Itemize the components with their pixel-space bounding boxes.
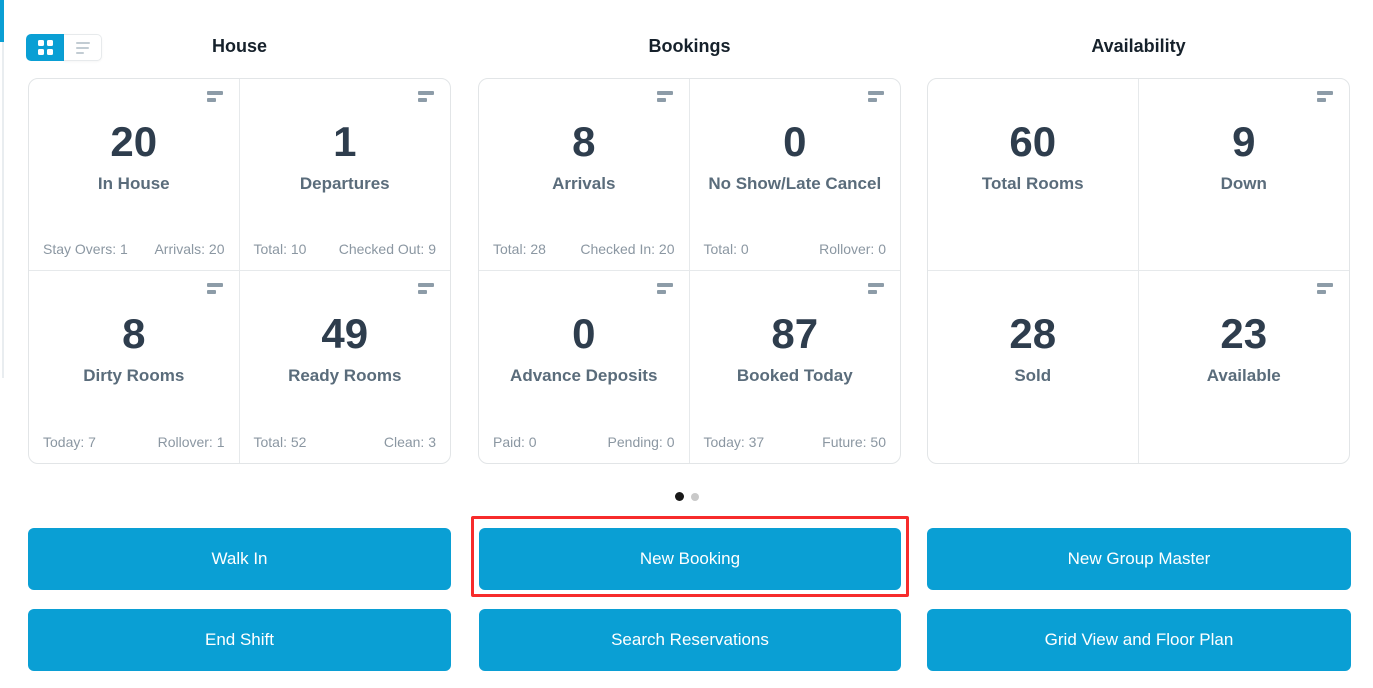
grid-view-floor-plan-button[interactable]: Grid View and Floor Plan — [927, 609, 1351, 671]
stat-right: Clean: 3 — [383, 434, 436, 450]
bars-icon — [868, 283, 884, 294]
stat-right: Checked Out: 9 — [338, 241, 436, 257]
stat-value: 0 — [783, 118, 807, 165]
carousel-pagination — [0, 492, 1373, 501]
bars-icon — [868, 91, 884, 102]
bars-icon — [206, 91, 223, 102]
stat-label: Advance Deposits — [510, 366, 658, 385]
view-toggle — [26, 34, 102, 61]
list-icon — [75, 41, 90, 54]
stat-card-sold[interactable]: 28 Sold — [928, 271, 1139, 463]
stat-value: 0 — [572, 310, 596, 357]
stat-label: In House — [97, 174, 170, 193]
search-reservations-button[interactable]: Search Reservations — [479, 609, 901, 671]
stat-label: Ready Rooms — [288, 366, 402, 385]
stat-value: 9 — [1232, 118, 1256, 165]
stat-value: 23 — [1220, 310, 1268, 357]
section-title-availability: Availability — [1091, 36, 1186, 56]
stat-card-down[interactable]: 9 Down — [1138, 79, 1349, 271]
grid-view-button[interactable] — [26, 34, 64, 61]
stat-label: Available — [1206, 366, 1281, 385]
stat-card-available[interactable]: 23 Available — [1139, 271, 1350, 463]
stat-label: Down — [1220, 174, 1267, 193]
stat-label: Sold — [1014, 366, 1052, 385]
section-title-bookings: Bookings — [648, 36, 731, 56]
bars-icon — [656, 91, 673, 102]
pagination-dot-1[interactable] — [674, 492, 684, 501]
new-booking-button[interactable]: New Booking — [479, 528, 901, 590]
stat-right: Rollover: 0 — [819, 241, 886, 257]
grid-icon — [37, 40, 53, 55]
stat-left: Today: 7 — [43, 434, 96, 450]
stat-left: Total: 28 — [493, 241, 546, 257]
stat-card-no-show-late-cancel[interactable]: 0 No Show/Late Cancel Total: 0 Rollover:… — [689, 79, 900, 271]
stat-right: Rollover: 1 — [157, 434, 225, 450]
stat-label: Total Rooms — [981, 174, 1084, 193]
stat-card-ready-rooms[interactable]: 49 Ready Rooms Total: 52 Clean: 3 — [240, 271, 451, 463]
availability-panel: 60 Total Rooms 9 Down 28 Sold 23 Availab… — [927, 78, 1350, 464]
stat-value: 8 — [122, 310, 146, 357]
bars-icon — [656, 283, 673, 294]
left-accent-bar — [0, 0, 4, 42]
new-group-master-button[interactable]: New Group Master — [927, 528, 1351, 590]
list-view-button[interactable] — [64, 34, 102, 61]
stat-right: Future: 50 — [822, 434, 886, 450]
stat-card-arrivals[interactable]: 8 Arrivals Total: 28 Checked In: 20 — [479, 79, 690, 271]
stat-card-departures[interactable]: 1 Departures Total: 10 Checked Out: 9 — [239, 79, 450, 271]
stat-value: 28 — [1009, 310, 1057, 357]
stat-value: 8 — [572, 118, 596, 165]
stat-label: Booked Today — [736, 366, 853, 385]
bars-icon — [418, 283, 434, 294]
stat-card-in-house[interactable]: 20 In House Stay Overs: 1 Arrivals: 20 — [29, 79, 240, 271]
stat-label: Departures — [299, 174, 390, 193]
bars-icon — [418, 91, 434, 102]
pagination-dot-2[interactable] — [690, 492, 699, 501]
stat-value: 1 — [333, 118, 357, 165]
stat-card-advance-deposits[interactable]: 0 Advance Deposits Paid: 0 Pending: 0 — [479, 271, 690, 463]
stat-value: 49 — [321, 310, 369, 357]
house-panel: 20 In House Stay Overs: 1 Arrivals: 20 1… — [28, 78, 451, 464]
stat-left: Paid: 0 — [493, 434, 537, 450]
left-edge-line — [2, 42, 4, 378]
stat-left: Total: 10 — [253, 241, 307, 257]
stat-right: Pending: 0 — [607, 434, 675, 450]
stat-value: 20 — [110, 118, 158, 165]
stat-left: Total: 52 — [253, 434, 307, 450]
stat-right: Arrivals: 20 — [154, 241, 225, 257]
bars-icon — [206, 283, 223, 294]
stat-card-total-rooms[interactable]: 60 Total Rooms — [928, 79, 1139, 271]
stat-right: Checked In: 20 — [580, 241, 675, 257]
stat-label: Dirty Rooms — [83, 366, 185, 385]
stat-card-dirty-rooms[interactable]: 8 Dirty Rooms Today: 7 Rollover: 1 — [29, 271, 240, 463]
stat-left: Today: 37 — [703, 434, 765, 450]
stat-card-booked-today[interactable]: 87 Booked Today Today: 37 Future: 50 — [690, 271, 901, 463]
end-shift-button[interactable]: End Shift — [28, 609, 451, 671]
section-title-house: House — [211, 36, 267, 56]
stat-value: 60 — [1009, 118, 1057, 165]
stat-value: 87 — [771, 310, 819, 357]
bookings-panel: 8 Arrivals Total: 28 Checked In: 20 0 No… — [478, 78, 901, 464]
stat-label: Arrivals — [552, 174, 616, 193]
walk-in-button[interactable]: Walk In — [28, 528, 451, 590]
stat-left: Total: 0 — [703, 241, 749, 257]
stat-label: No Show/Late Cancel — [708, 174, 882, 193]
bars-icon — [1317, 283, 1333, 294]
stat-left: Stay Overs: 1 — [43, 241, 128, 257]
bars-icon — [1317, 91, 1333, 102]
